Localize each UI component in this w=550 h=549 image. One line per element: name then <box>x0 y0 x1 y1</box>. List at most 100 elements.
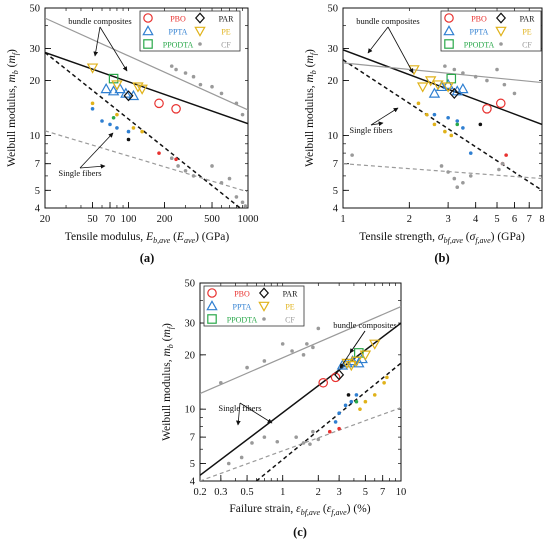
point-cf-bundle <box>305 342 309 346</box>
point-pe-fiber <box>443 129 447 134</box>
legend-item-cf: CF <box>499 41 532 50</box>
fit-line-fiber-single-fibers <box>343 59 542 191</box>
legend-marker-par <box>194 12 206 24</box>
y-tick-label: 30 <box>185 319 196 330</box>
y-tick-label: 20 <box>185 350 196 361</box>
y-tick-label: 10 <box>328 131 339 142</box>
point-pe-bundle <box>111 80 123 91</box>
point-cf-bundle <box>473 74 478 79</box>
point-cf-fiber <box>183 168 188 173</box>
point-pe-fiber <box>131 126 136 130</box>
annotation-arrow <box>79 132 114 169</box>
point-cf-bundle <box>234 101 239 106</box>
point-cf-bundle <box>169 64 174 68</box>
point-pe-fiber <box>449 133 454 138</box>
x-tick-label: 0.5 <box>241 487 254 498</box>
point-pe-fiber <box>358 407 362 411</box>
x-tick-label: 5 <box>363 487 368 498</box>
fit-line-cf-bundle-composites <box>200 306 401 395</box>
x-tick-label: 3 <box>337 487 342 498</box>
x-tick-label: 5 <box>494 214 499 225</box>
legend-marker-ppodta <box>143 39 153 49</box>
point-pe-fiber <box>115 112 119 117</box>
point-ppta-fiber <box>333 420 338 424</box>
legend-label-ppta: PPTA <box>470 28 489 37</box>
legend-marker-par <box>495 12 507 24</box>
legend-marker-cf <box>499 42 503 46</box>
point-pe-fiber <box>372 393 377 397</box>
legend-label-cf: CF <box>221 41 231 50</box>
point-ppta-fiber <box>468 151 473 155</box>
fit-line-fiber-bundle-composites <box>343 49 542 126</box>
point-cf-fiber <box>191 174 196 178</box>
annotation-arrow <box>387 26 414 74</box>
panel-label: (c) <box>293 525 307 539</box>
legend-label-cf: CF <box>522 41 532 50</box>
point-cf-fiber <box>243 204 248 208</box>
point-ppta-fiber <box>354 393 359 397</box>
x-tick-label: 8 <box>539 214 544 225</box>
point-cf-fiber <box>500 161 505 166</box>
point-cf-fiber <box>350 153 354 157</box>
legend-label-pbo: PBO <box>471 15 487 24</box>
point-ppta-fiber <box>337 411 341 415</box>
point-ppta-bundle <box>346 355 359 366</box>
point-cf-fiber <box>452 176 457 181</box>
x-tick-label: 6 <box>512 214 517 225</box>
point-pe-bundle <box>341 358 353 370</box>
x-tick-label: 70 <box>105 214 116 225</box>
annotation-arrow <box>236 402 241 426</box>
point-pe-bundle <box>432 80 444 91</box>
point-cf-bundle <box>452 67 457 72</box>
point-cf-bundle <box>198 82 203 87</box>
point-pe-bundle <box>369 339 381 350</box>
legend-label-ppodta: PPODTA <box>163 41 194 50</box>
annotation-arrow <box>367 26 389 54</box>
legend-marker-cf <box>262 317 266 321</box>
point-pe-bundle <box>86 63 99 74</box>
point-pe-bundle <box>416 82 429 93</box>
point-cf-fiber <box>239 455 244 460</box>
y-tick-label: 20 <box>328 76 339 87</box>
point-cf-bundle <box>174 67 178 72</box>
y-axis-label: Weibull modulus, mb (mf) <box>161 323 175 441</box>
x-tick-label: 0.3 <box>214 487 227 498</box>
annotation-arrow <box>370 107 399 126</box>
x-tick-label: 2 <box>407 214 412 225</box>
plot-frame <box>44 7 249 209</box>
point-cf-fiber <box>210 164 214 168</box>
point-ppta-fiber <box>126 129 131 134</box>
point-pe-fiber <box>363 399 368 404</box>
point-ppta-bundle <box>127 89 140 101</box>
point-pe-bundle <box>132 82 144 93</box>
point-cf-bundle <box>240 112 245 117</box>
legend-marker-pe <box>194 26 206 37</box>
point-pe-fiber <box>385 375 389 380</box>
x-tick-label: 100 <box>121 214 137 225</box>
y-tick-label: 5 <box>333 186 338 197</box>
panel-label: (b) <box>434 251 449 265</box>
point-cf-fiber <box>227 176 232 181</box>
fit-line-fiber-single-fibers <box>255 362 401 481</box>
point-cf-bundle <box>443 64 447 68</box>
annotations: bundle composites Single fibers <box>218 320 397 426</box>
point-cf-fiber <box>275 439 280 444</box>
legend-item-ppta: PPTA <box>142 25 188 37</box>
legend-box <box>440 10 542 52</box>
x-tick-label: 200 <box>157 214 173 225</box>
legend-label-pe: PE <box>522 28 531 37</box>
x-tick-label: 1 <box>280 487 285 498</box>
y-tick-label: 4 <box>190 477 196 488</box>
point-par-fiber <box>478 122 483 127</box>
plot-frame <box>342 7 543 209</box>
legend-item-cf: CF <box>262 316 295 325</box>
point-cf-fiber <box>455 185 460 190</box>
x-tick-label: 50 <box>87 214 98 225</box>
point-par-bundle <box>334 369 345 381</box>
point-pe-fiber <box>382 380 386 385</box>
point-cf-fiber <box>311 429 315 434</box>
point-par-bundle <box>449 87 460 100</box>
legend-marker-ppta <box>206 300 218 311</box>
point-pe-bundle <box>136 84 148 95</box>
point-pe-fiber <box>416 101 421 106</box>
